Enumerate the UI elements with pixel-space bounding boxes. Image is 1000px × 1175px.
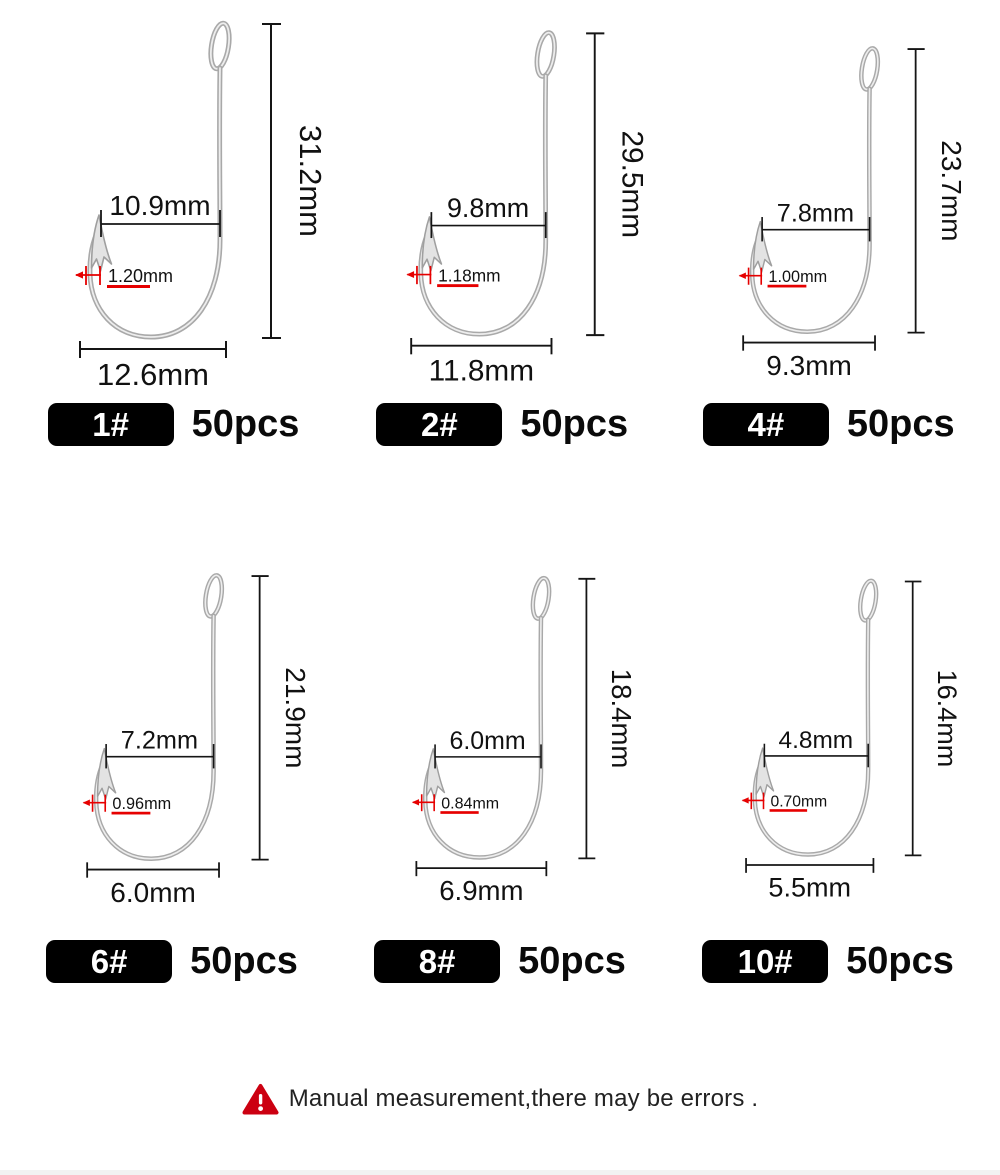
- hook-panel-3: 23.7mm 7.8mm 1.00mm 9.3mm 4# 50pcs: [666, 4, 993, 446]
- hook-diagram-6: 16.4mm 4.8mm 0.70mm 5.5mm: [683, 564, 961, 902]
- size-badge: 6#: [46, 940, 173, 983]
- gap-width-label: 7.8mm: [777, 200, 854, 228]
- gap-width-label: 6.0mm: [449, 727, 525, 755]
- hook-row-top: 31.2mm 10.9mm 1.20mm 12.6mm 1# 50pcs 29.…: [0, 0, 1000, 446]
- bend-width-label: 11.8mm: [429, 354, 534, 387]
- hook-panel-4: 21.9mm 7.2mm 0.96mm 6.0mm 6# 50pcs: [8, 558, 336, 983]
- wire-diameter-label: 1.18mm: [438, 265, 500, 285]
- hook-row-bottom: 21.9mm 7.2mm 0.96mm 6.0mm 6# 50pcs 18.4m…: [0, 558, 1000, 983]
- size-badge: 1#: [47, 403, 174, 446]
- hook-diagram-2: 29.5mm 9.8mm 1.18mm 11.8mm: [342, 14, 649, 387]
- bend-width-label: 5.5mm: [768, 872, 851, 902]
- size-quantity-row: 6# 50pcs: [46, 940, 298, 983]
- quantity-label: 50pcs: [518, 940, 626, 982]
- quantity-label: 50pcs: [190, 940, 298, 982]
- wire-diameter-label: 0.84mm: [441, 795, 499, 813]
- total-length-label: 23.7mm: [936, 140, 967, 241]
- total-length-label: 16.4mm: [931, 670, 961, 768]
- size-quantity-row: 2# 50pcs: [376, 403, 628, 446]
- bend-width-label: 6.0mm: [110, 877, 196, 908]
- quantity-label: 50pcs: [846, 403, 955, 445]
- hook-diagram-5: 18.4mm 6.0mm 0.84mm 6.9mm: [352, 561, 637, 906]
- wire-diameter-label: 1.20mm: [108, 266, 173, 286]
- hook-panel-5: 18.4mm 6.0mm 0.84mm 6.9mm 8# 50pcs: [336, 558, 664, 983]
- hook-panel-1: 31.2mm 10.9mm 1.20mm 12.6mm 1# 50pcs: [8, 4, 339, 446]
- hook-panel-6: 16.4mm 4.8mm 0.70mm 5.5mm 10# 50pcs: [664, 558, 992, 983]
- warning-icon: [242, 1084, 279, 1115]
- gap-width-label: 9.8mm: [447, 193, 529, 223]
- quantity-label: 50pcs: [191, 403, 300, 445]
- wire-diameter-label: 0.70mm: [770, 794, 827, 811]
- quantity-label: 50pcs: [520, 403, 629, 445]
- gap-width-label: 10.9mm: [109, 190, 210, 221]
- hook-diagram-3: 23.7mm 7.8mm 1.00mm 9.3mm: [678, 31, 967, 381]
- size-badge: 2#: [376, 403, 503, 446]
- size-quantity-row: 8# 50pcs: [374, 940, 626, 983]
- total-length-label: 31.2mm: [293, 125, 328, 237]
- total-length-label: 29.5mm: [616, 130, 649, 238]
- total-length-label: 21.9mm: [279, 667, 310, 768]
- bend-width-label: 9.3mm: [767, 350, 853, 381]
- size-quantity-row: 1# 50pcs: [47, 403, 300, 446]
- wire-diameter-label: 1.00mm: [769, 268, 828, 286]
- bend-width-label: 6.9mm: [439, 875, 523, 906]
- gap-width-label: 4.8mm: [778, 727, 853, 754]
- bend-width-label: 12.6mm: [97, 357, 209, 392]
- gap-width-label: 7.2mm: [120, 727, 197, 755]
- total-length-label: 18.4mm: [606, 669, 637, 769]
- bottom-edge-strip: [0, 1170, 1000, 1175]
- size-badge: 8#: [374, 940, 501, 983]
- size-badge: 4#: [702, 403, 829, 446]
- quantity-label: 50pcs: [846, 940, 954, 982]
- size-badge: 10#: [702, 940, 829, 983]
- wire-diameter-label: 0.96mm: [112, 795, 171, 813]
- disclaimer-text: Manual measurement,there may be errors .: [288, 1085, 759, 1112]
- size-quantity-row: 4# 50pcs: [702, 403, 955, 446]
- measurement-disclaimer: Manual measurement,there may be errors .: [0, 1083, 1000, 1115]
- hook-diagram-1: 31.2mm 10.9mm 1.20mm 12.6mm: [8, 4, 328, 392]
- hook-diagram-4: 21.9mm 7.2mm 0.96mm 6.0mm: [22, 558, 310, 908]
- size-quantity-row: 10# 50pcs: [702, 940, 954, 983]
- hook-panel-2: 29.5mm 9.8mm 1.18mm 11.8mm 2# 50pcs: [339, 4, 666, 446]
